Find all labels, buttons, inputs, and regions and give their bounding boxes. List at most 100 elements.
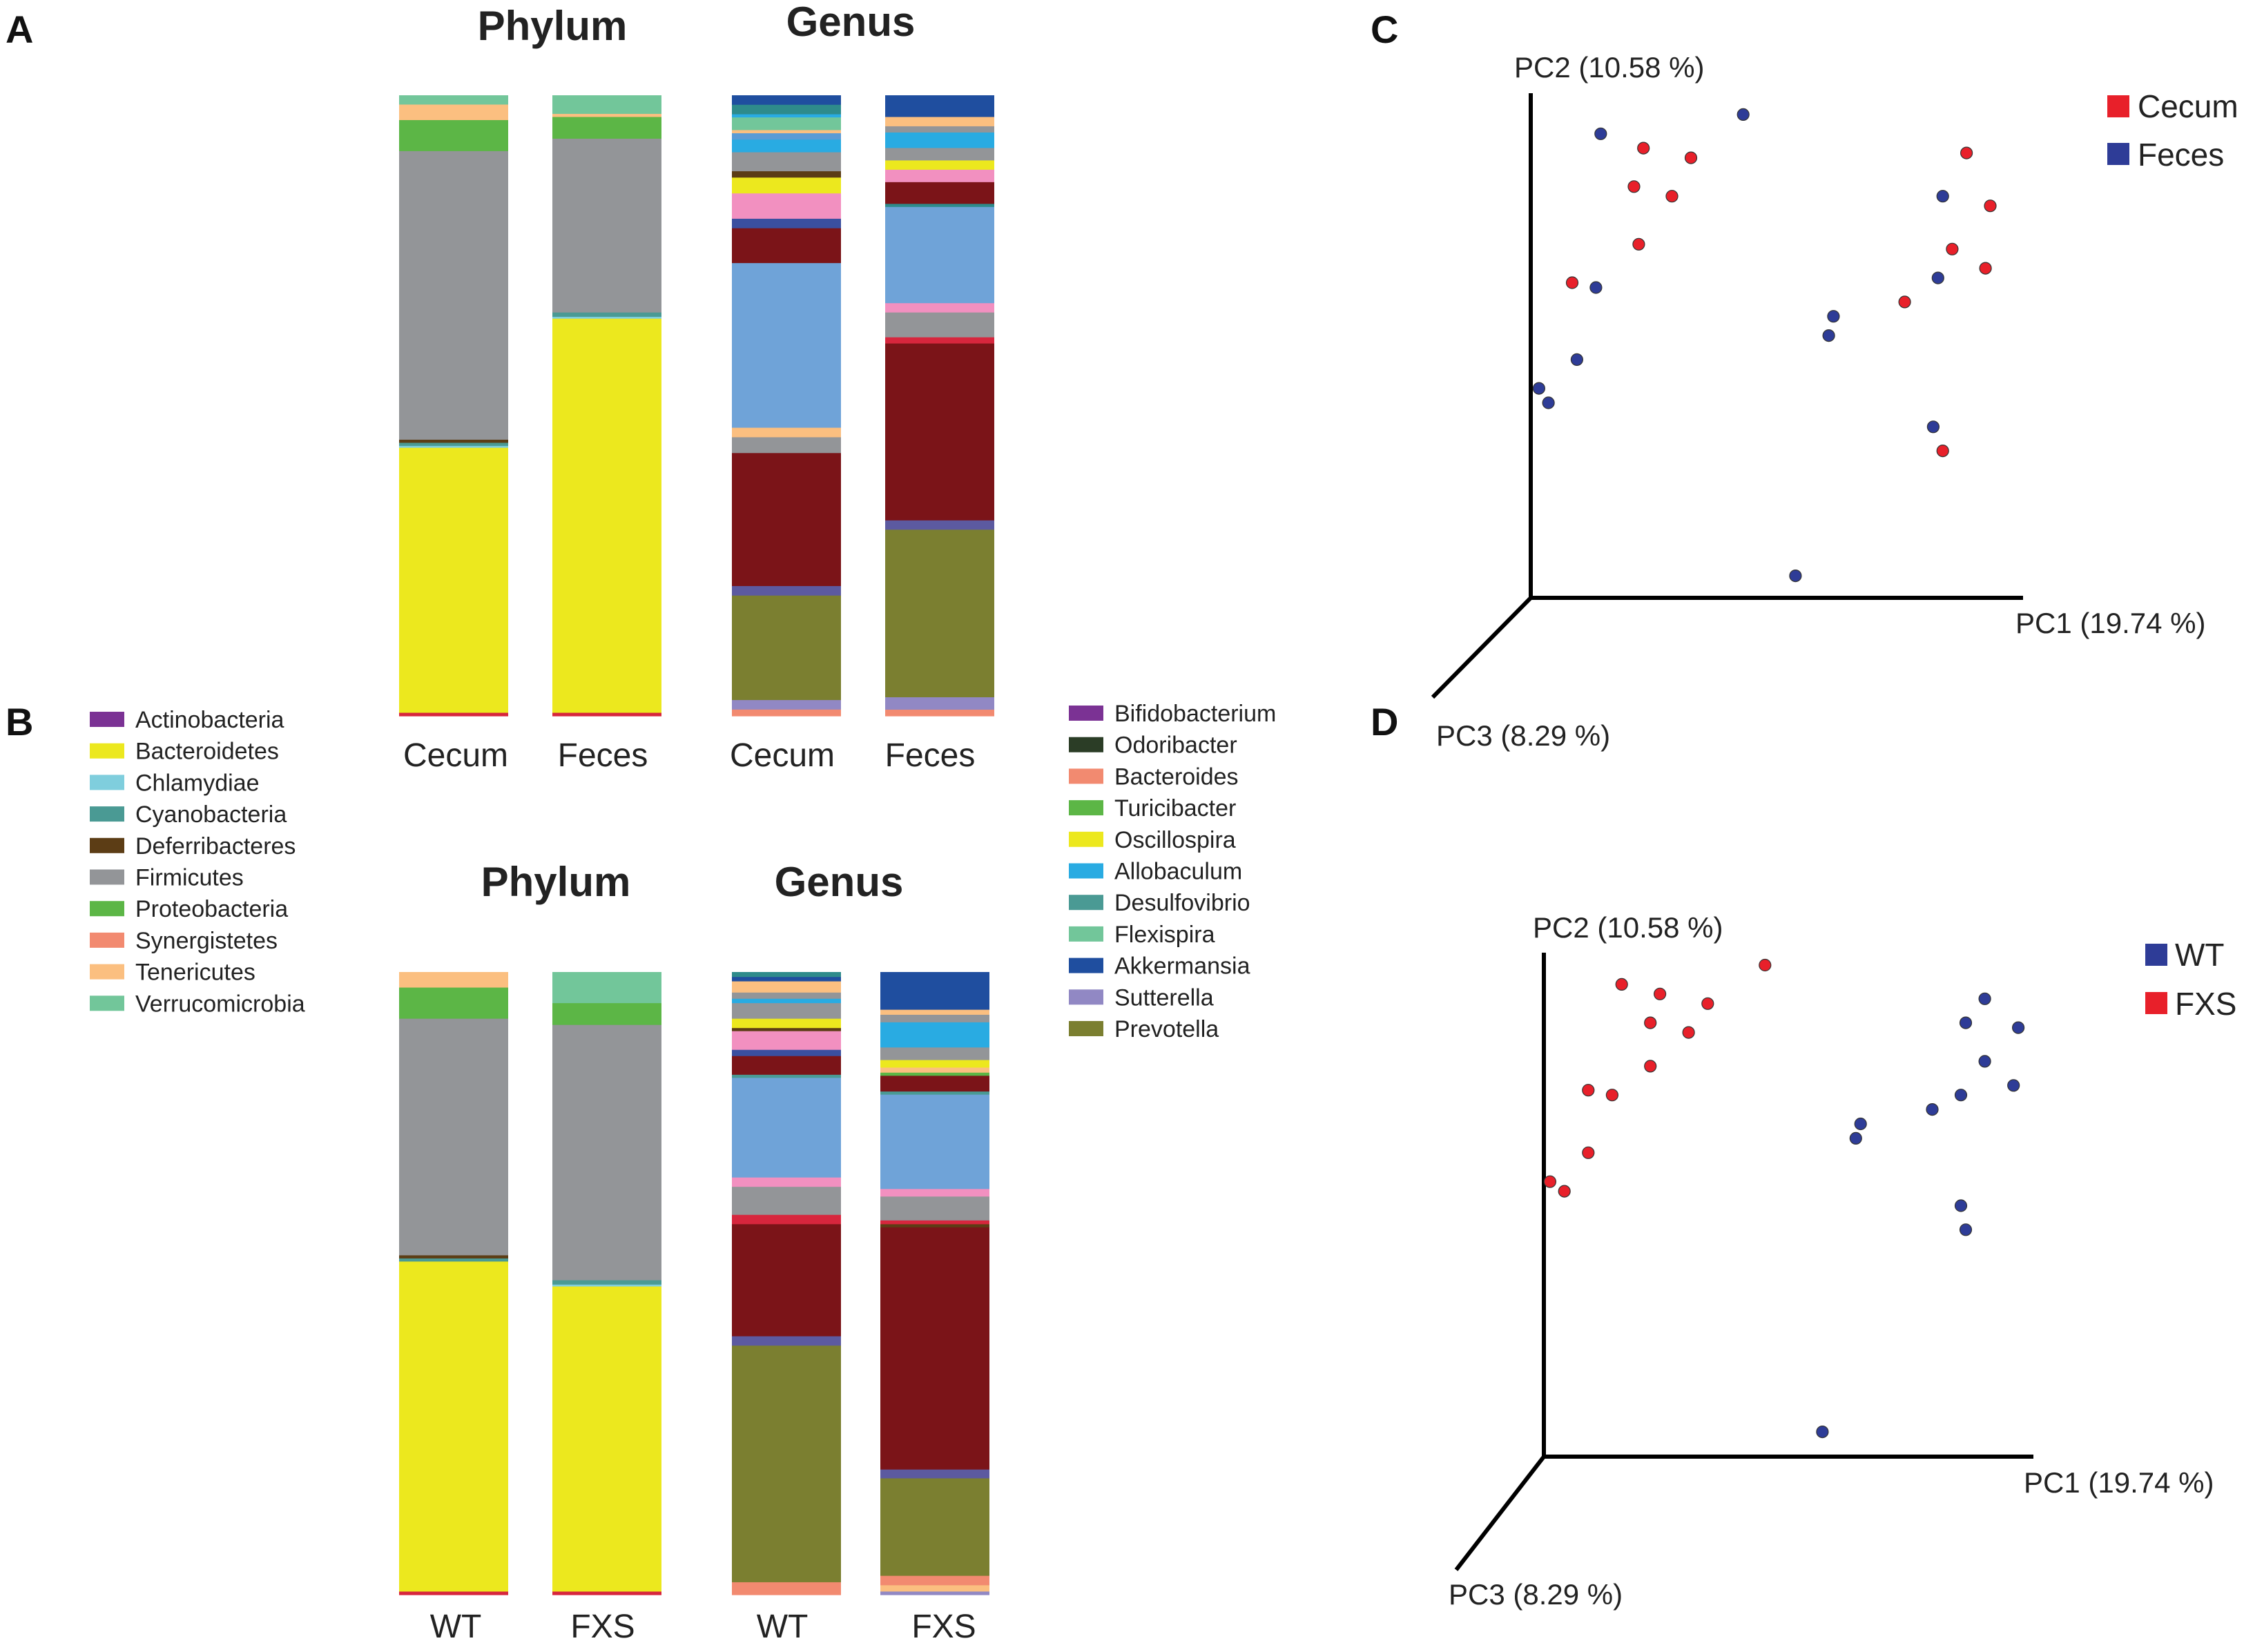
panel-letter-c: C xyxy=(1371,8,1398,51)
legend-label-cyanobacteria: Cyanobacteria xyxy=(135,801,287,828)
legend-label-proteobacteria: Proteobacteria xyxy=(135,896,288,922)
bar-segment-fxs-4 xyxy=(880,1047,989,1061)
bar-segment-fxs-18 xyxy=(880,1575,989,1586)
bar-label-a-phylum-cecum: Cecum xyxy=(403,737,508,774)
bar-segment-cecum-7 xyxy=(732,152,841,172)
point-wt-7 xyxy=(1854,1117,1867,1131)
bar-segment-feces-16 xyxy=(885,697,994,710)
legend-label-synergistetes: Synergistetes xyxy=(135,928,278,954)
bar-segment-wt-2 xyxy=(732,981,841,993)
bar-segment-feces-5 xyxy=(885,160,994,171)
bar-segment-feces-0 xyxy=(885,95,994,118)
legend-swatch-akkermansia xyxy=(1069,958,1103,973)
bar-segment-feces-14 xyxy=(885,520,994,530)
bar-segment-wt-0 xyxy=(399,972,508,989)
legend-label-firmicutes: Firmicutes xyxy=(135,865,244,891)
legend-swatch-cyanobacteria xyxy=(90,806,124,822)
point-fxs-3 xyxy=(1701,997,1714,1010)
bar-segment-feces-7 xyxy=(885,182,994,204)
bar-segment-wt-6 xyxy=(732,1018,841,1029)
bar-segment-fxs-1 xyxy=(880,1009,989,1016)
legend-swatch-bacteroidetes xyxy=(90,743,124,759)
pcoa-c-legend: Cecum Feces xyxy=(2107,88,2238,173)
pcoa-d-ylabel: PC2 (10.58 %) xyxy=(1533,911,1723,944)
legend-swatch-allobaculum xyxy=(1069,863,1103,879)
legend-swatch-odoribacter xyxy=(1069,737,1103,752)
bar-segment-cecum-5 xyxy=(399,443,508,447)
bar-segment-feces-8 xyxy=(885,204,994,208)
legend-swatch-flexispira xyxy=(1069,926,1103,942)
bar-segment-feces-1 xyxy=(885,117,994,127)
bar-segment-fxs-8 xyxy=(880,1076,989,1092)
point-wt-0 xyxy=(1978,992,1991,1005)
point-cecum-7 xyxy=(1984,200,1997,213)
bar-segment-wt-13 xyxy=(732,1177,841,1187)
point-wt-6 xyxy=(1926,1102,1939,1116)
pcoa-d-points xyxy=(1543,958,2025,1439)
phylum-legend: Actinobacteria Bacteroidetes Chlamydiae Cya… xyxy=(90,707,305,1017)
bar-segment-cecum-15 xyxy=(732,437,841,454)
legend-swatch-bifidobacterium xyxy=(1069,706,1103,721)
point-fxs-9 xyxy=(1582,1146,1595,1159)
bar-segment-cecum-0 xyxy=(399,95,508,106)
bar-segment-wt-2 xyxy=(399,1018,508,1256)
point-feces-4 xyxy=(1532,382,1545,395)
point-cecum-11 xyxy=(1936,444,1949,458)
pcoa-d-legend: WT FXS xyxy=(2145,937,2236,1022)
bar-segment-feces-13 xyxy=(885,343,994,521)
point-fxs-2 xyxy=(1654,987,1667,1000)
point-cecum-2 xyxy=(1627,180,1641,193)
point-cecum-4 xyxy=(1632,237,1645,251)
point-wt-2 xyxy=(2012,1021,2025,1034)
point-fxs-1 xyxy=(1615,978,1628,991)
point-fxs-11 xyxy=(1558,1185,1571,1198)
bar-segment-cecum-8 xyxy=(732,171,841,178)
legend-label-bifidobacterium: Bifidobacterium xyxy=(1114,701,1276,727)
legend-swatch-feces xyxy=(2107,143,2129,165)
bar-segment-fxs-17 xyxy=(880,1478,989,1577)
title-b-genus: Genus xyxy=(775,859,904,905)
bar-segment-cecum-3 xyxy=(399,150,508,440)
bar-segment-feces-9 xyxy=(885,206,994,304)
point-wt-9 xyxy=(1954,1199,1968,1212)
bar-segment-fxs-5 xyxy=(880,1060,989,1069)
bar-segment-cecum-8 xyxy=(399,712,508,717)
bar-segment-feces-6 xyxy=(885,169,994,183)
point-feces-3 xyxy=(1570,353,1583,367)
point-feces-8 xyxy=(1827,310,1840,323)
bar-segment-wt-5 xyxy=(732,1003,841,1020)
bar-label-b-phylum-wt: WT xyxy=(430,1609,482,1645)
bar-segment-cecum-5 xyxy=(732,133,841,140)
bar-segment-feces-1 xyxy=(552,113,661,118)
bars-a-genus xyxy=(732,95,994,717)
bar-segment-wt-6 xyxy=(399,1591,508,1595)
bar-segment-feces-10 xyxy=(885,303,994,313)
legend-swatch-oscillospira xyxy=(1069,831,1103,847)
pcoa-c-points xyxy=(1532,108,1997,583)
panel-letter-d: D xyxy=(1371,700,1398,744)
bar-segment-feces-6 xyxy=(552,318,661,714)
point-cecum-10 xyxy=(1898,295,1911,309)
legend-label-bacteroides: Bacteroides xyxy=(1114,764,1239,790)
point-cecum-5 xyxy=(1565,276,1579,289)
title-a-genus: Genus xyxy=(786,0,916,45)
bar-segment-wt-14 xyxy=(732,1187,841,1216)
point-fxs-6 xyxy=(1644,1060,1657,1073)
legend-swatch-tenericutes xyxy=(90,964,124,980)
legend-label-cecum: Cecum xyxy=(2138,88,2238,124)
bar-segment-cecum-12 xyxy=(732,228,841,264)
bar-segment-cecum-4 xyxy=(399,439,508,444)
bar-segment-fxs-7 xyxy=(880,1072,989,1076)
bar-segment-fxs-2 xyxy=(552,1024,661,1281)
bar-segment-wt-16 xyxy=(732,1224,841,1337)
bar-segment-feces-0 xyxy=(552,95,661,115)
point-wt-8 xyxy=(1849,1131,1862,1145)
bar-segment-fxs-13 xyxy=(880,1220,989,1225)
bar-segment-cecum-10 xyxy=(732,193,841,220)
bar-segment-fxs-4 xyxy=(552,1284,661,1287)
point-fxs-5 xyxy=(1682,1026,1695,1039)
bar-segment-fxs-0 xyxy=(880,972,989,1011)
point-cecum-8 xyxy=(1946,242,1959,255)
bar-segment-cecum-2 xyxy=(732,114,841,118)
legend-swatch-bacteroides xyxy=(1069,768,1103,784)
